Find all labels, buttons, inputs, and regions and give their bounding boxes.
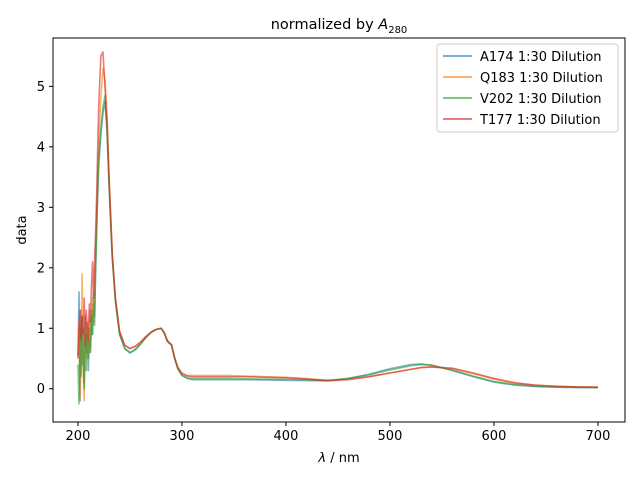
legend-label-3: V202 1:30 Dilution <box>480 92 602 107</box>
x-axis-title: λ / nm <box>317 451 359 466</box>
legend: A174 1:30 Dilution Q183 1:30 Dilution V202… <box>436 43 619 133</box>
legend-box <box>436 43 619 133</box>
series-line-4 <box>77 51 598 389</box>
series-layer <box>77 51 598 405</box>
x-tick-label-3: 400 <box>274 429 299 444</box>
y-tick-label-3: 2 <box>37 261 45 276</box>
plot-area-frame <box>52 37 626 423</box>
legend-label-1: A174 1:30 Dilution <box>480 50 602 65</box>
x-tick-label-2: 300 <box>170 429 195 444</box>
legend-label-4: T177 1:30 Dilution <box>479 113 601 128</box>
y-tick-label-6: 5 <box>37 80 45 95</box>
series-line-3 <box>77 94 598 405</box>
x-tick-label-4: 500 <box>378 429 403 444</box>
y-tick-label-1: 0 <box>37 382 45 397</box>
x-tick-label-5: 600 <box>482 429 507 444</box>
chart-title: normalized by A280 <box>271 17 408 36</box>
x-tick-label-1: 200 <box>66 429 91 444</box>
y-tick-label-2: 1 <box>37 322 45 337</box>
legend-label-2: Q183 1:30 Dilution <box>480 71 603 86</box>
x-axis-ticks: 200 300 400 500 600 700 <box>66 422 611 444</box>
y-tick-label-4: 3 <box>37 201 45 216</box>
y-tick-label-5: 4 <box>37 140 45 155</box>
y-axis-ticks: 0 1 2 3 4 5 <box>37 80 53 397</box>
x-tick-label-6: 700 <box>586 429 611 444</box>
legend-items: A174 1:30 Dilution Q183 1:30 Dilution V202… <box>443 50 603 128</box>
y-axis-title: data <box>15 215 30 244</box>
